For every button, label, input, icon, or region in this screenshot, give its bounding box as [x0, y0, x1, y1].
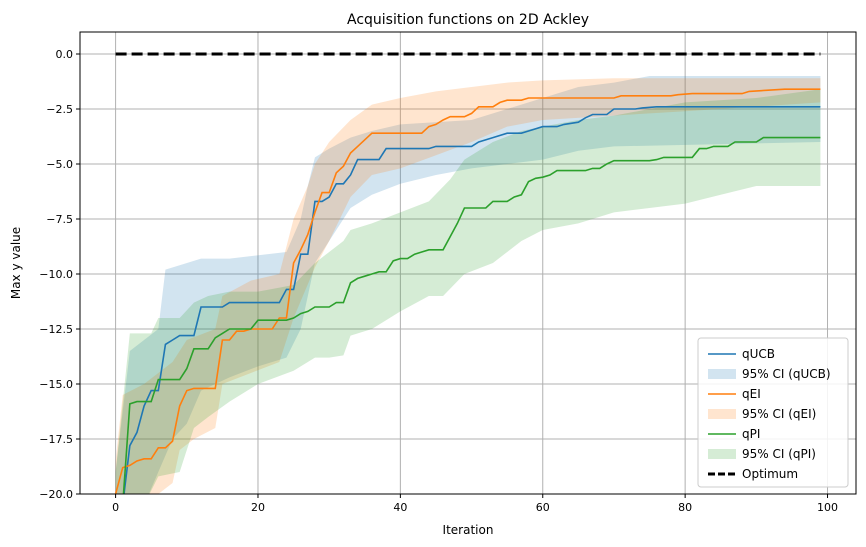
- legend-label: 95% CI (qEI): [742, 407, 816, 421]
- x-tick-label: 20: [251, 501, 265, 514]
- legend-label: qUCB: [742, 347, 775, 361]
- y-tick-label: −2.5: [46, 103, 73, 116]
- plot-frame: [79, 31, 857, 495]
- y-axis-ticks: 0.0 −2.5 −5.0 −7.5 −10.0 −12.5 −15.0 −17.5 −20.0: [39, 48, 80, 501]
- confidence-bands: [115, 76, 821, 494]
- y-tick-label: −10.0: [39, 268, 73, 281]
- y-tick-label: −7.5: [46, 213, 73, 226]
- series-line: [114, 88, 821, 494]
- legend-box: [697, 337, 849, 488]
- x-tick-label: 60: [536, 501, 550, 514]
- chart-title: Acquisition functions on 2D Ackley: [347, 12, 589, 28]
- ci-band: [115, 76, 821, 494]
- legend-label: qEI: [742, 387, 761, 401]
- ci-band: [115, 78, 821, 494]
- y-tick-label: 0.0: [56, 48, 74, 61]
- y-tick-label: −15.0: [39, 378, 73, 391]
- x-tick-label: 100: [817, 501, 838, 514]
- legend-label: Optimum: [742, 467, 798, 481]
- legend-swatch: [708, 449, 736, 459]
- ci-band: [115, 89, 821, 494]
- y-tick-label: −20.0: [39, 488, 73, 501]
- y-axis-label: Max y value: [9, 227, 23, 299]
- x-axis-ticks: 0 20 40 60 80 100: [112, 494, 838, 514]
- y-tick-label: −12.5: [39, 323, 73, 336]
- series-lines: [114, 52, 821, 494]
- legend-label: qPI: [742, 427, 760, 441]
- legend-swatch: [708, 409, 736, 419]
- legend-swatch: [708, 369, 736, 379]
- series-line: [122, 136, 821, 494]
- legend-label: 95% CI (qUCB): [742, 367, 831, 381]
- series-line: [123, 106, 821, 494]
- legend-label: 95% CI (qPI): [742, 447, 816, 461]
- x-tick-label: 80: [678, 501, 692, 514]
- x-axis-label: Iteration: [443, 523, 494, 537]
- y-tick-label: −5.0: [46, 158, 73, 171]
- y-tick-label: −17.5: [39, 433, 73, 446]
- x-tick-label: 0: [112, 501, 119, 514]
- legend: qUCB 95% CI (qUCB) qEI 95% CI (qEI) qPI 95% C…: [697, 337, 849, 488]
- x-tick-label: 40: [393, 501, 407, 514]
